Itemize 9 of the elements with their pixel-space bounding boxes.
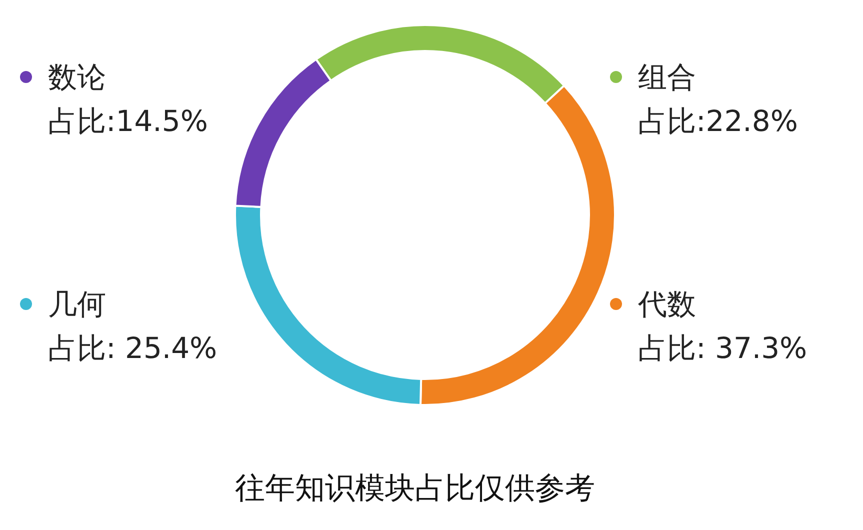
legend-label: 组合: [638, 59, 696, 96]
data-label: 占比: 25.4%: [47, 330, 218, 367]
legend-label: 几何: [48, 286, 106, 323]
legend-label: 数论: [48, 59, 106, 96]
data-label: 占比:22.8%: [637, 103, 798, 140]
text: 往年知识模块占比仅供参考: [234, 470, 596, 508]
data-label: 占比:14.5%: [47, 103, 208, 140]
data-label: 占比: 37.3%: [637, 330, 808, 367]
legend-label: 代数: [638, 286, 696, 323]
